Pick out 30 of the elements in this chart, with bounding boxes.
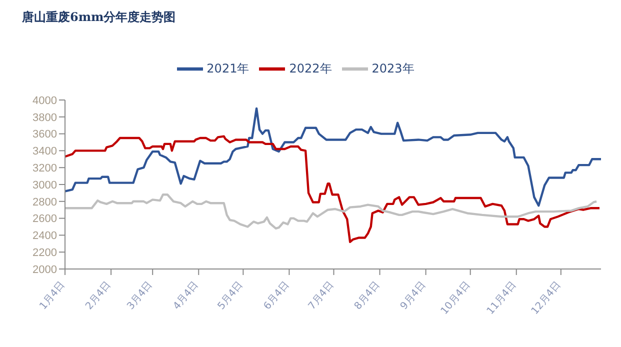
x-tick-label: 9月4日 — [398, 280, 428, 312]
line-series — [65, 194, 598, 230]
x-tick-label: 4月4日 — [171, 280, 201, 312]
x-tick-label: 6月4日 — [262, 280, 292, 312]
y-tick-label: 3200 — [32, 162, 57, 175]
y-tick-label: 2000 — [32, 264, 57, 276]
y-tick-label: 3400 — [32, 146, 57, 158]
x-tick-label: 11月4日 — [485, 280, 519, 317]
x-tick-label: 7月4日 — [306, 280, 336, 312]
line-series — [65, 107, 601, 207]
y-tick-label: 3000 — [32, 179, 57, 192]
y-tick-label: 3600 — [32, 128, 57, 141]
x-tick-label: 2月4日 — [84, 280, 114, 312]
chart-title: 唐山重废6mm分年度走势图 — [22, 9, 176, 26]
y-tick-label: 2800 — [32, 196, 57, 208]
y-tick-label: 2600 — [32, 213, 57, 226]
x-tick-label: 1月4日 — [38, 280, 68, 312]
x-tick-label: 12月4日 — [530, 280, 564, 317]
legend-label: 2021年 — [206, 61, 250, 76]
y-tick-label: 3800 — [32, 112, 57, 124]
y-tick-label: 2200 — [32, 247, 57, 260]
x-tick-label: 5月4日 — [216, 280, 246, 312]
x-tick-label: 10月4日 — [439, 280, 473, 317]
y-tick-label: 2400 — [32, 230, 57, 242]
legend-label: 2023年 — [372, 61, 414, 76]
y-tick-label: 4000 — [32, 94, 57, 107]
x-tick-label: 8月4日 — [352, 280, 382, 312]
legend-label: 2022年 — [289, 61, 332, 76]
line-series — [65, 135, 601, 244]
x-tick-label: 3月4日 — [125, 280, 155, 312]
